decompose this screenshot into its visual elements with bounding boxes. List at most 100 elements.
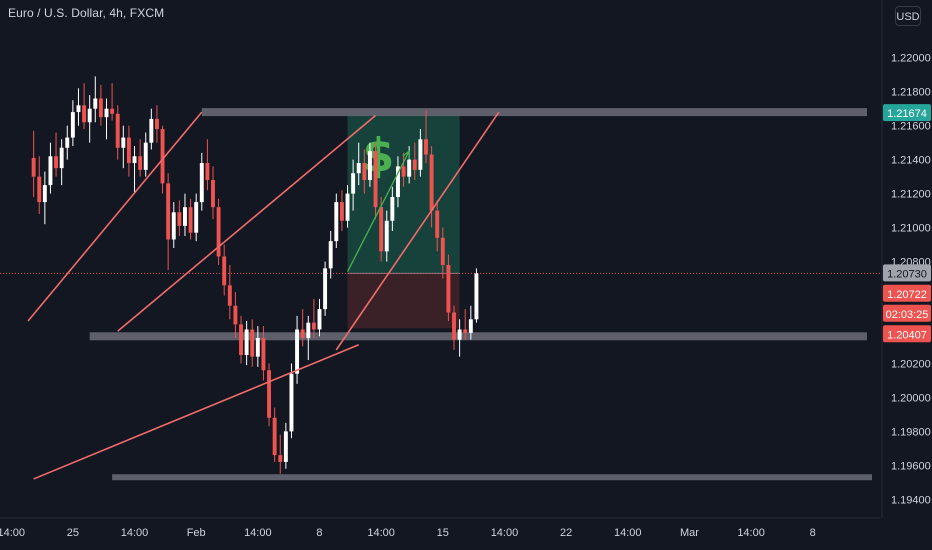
candle (199, 152, 204, 211)
horizontal-zone-lines[interactable] (0, 108, 880, 481)
candle-body (82, 105, 87, 123)
candle (115, 105, 120, 160)
price-tag (883, 104, 931, 122)
candle-body (54, 156, 59, 169)
candle (351, 159, 356, 211)
x-tick-label: 25 (67, 527, 79, 539)
candle (323, 261, 328, 316)
candle-body (440, 237, 445, 265)
price-axis[interactable]: 1.22000 1.21800 1.21600 1.21400 1.21200 1.210… (881, 0, 931, 518)
candle (76, 88, 81, 126)
candle-body (199, 163, 204, 203)
candle (440, 227, 445, 279)
trend-channel-lines[interactable] (27, 111, 500, 480)
candle-body (289, 373, 294, 432)
stop-zone (347, 273, 460, 329)
candle (126, 125, 131, 177)
candle (239, 315, 243, 364)
candle-body (261, 337, 266, 371)
candle-body (295, 329, 300, 374)
y-tick-label: 1.22000 (891, 53, 931, 65)
candle (171, 202, 176, 248)
candle-body (390, 197, 395, 221)
candle (149, 108, 154, 150)
candle-body (362, 163, 367, 181)
candle (222, 244, 227, 296)
candle (345, 185, 350, 228)
channel-middle-line (117, 114, 377, 332)
candle (138, 139, 143, 177)
candle (283, 422, 288, 469)
candle (98, 84, 103, 126)
candle-body (183, 207, 187, 226)
candle (362, 149, 367, 194)
time-axis[interactable]: 14:00 25 14:00 Feb 14:00 8 14:00 15 14:00 22 14:00… (0, 517, 880, 539)
currency-button[interactable]: USD (895, 6, 921, 26)
candle-body (401, 166, 406, 177)
price-tag-label: 1.21674 (887, 108, 927, 120)
candle-body (468, 319, 473, 333)
candle (82, 83, 87, 130)
candle-body (412, 159, 417, 170)
candle (250, 319, 255, 367)
candle-body (48, 156, 53, 186)
candle-body (379, 207, 384, 252)
arrow-shaft (346, 150, 410, 273)
candle (70, 100, 75, 147)
candle (435, 200, 440, 252)
symbol-title[interactable]: Euro / U.S. Dollar, 4h, FXCM (8, 6, 165, 20)
candle-body (233, 305, 238, 325)
long-position-zones[interactable]: $ (347, 113, 460, 329)
candle (424, 110, 428, 164)
candle-body (65, 137, 70, 148)
resistance-zone (201, 108, 867, 117)
candle-body (166, 183, 171, 240)
x-tick-label: 14:00 (244, 527, 272, 539)
candle (244, 320, 249, 366)
price-tag-label: 1.20730 (887, 268, 927, 280)
price-tag-label: 02:03:25 (886, 309, 929, 321)
candle (183, 193, 187, 237)
candle (93, 76, 98, 123)
candle-body (474, 273, 479, 320)
candle (463, 309, 468, 340)
candle-body (194, 202, 199, 233)
y-tick-label: 1.21200 (891, 189, 931, 201)
candle (412, 142, 417, 181)
candle-body (463, 329, 468, 333)
channel-lower-line (33, 344, 360, 480)
candle-body (345, 193, 350, 221)
channel-upper-line (27, 111, 203, 322)
candle-body (110, 108, 115, 114)
candle (295, 315, 300, 384)
price-tag (883, 264, 931, 282)
candle (31, 130, 36, 198)
candle (468, 305, 473, 340)
candle-body (126, 137, 131, 164)
candle (177, 200, 182, 237)
candle-body (435, 210, 440, 238)
candle-body (98, 98, 103, 118)
candle (166, 173, 171, 271)
candle-body (239, 324, 243, 355)
candle-body (334, 202, 339, 242)
candle-body (446, 264, 451, 313)
x-tick-label: 14:00 (614, 527, 642, 539)
candle-body (311, 322, 316, 330)
y-tick-label: 1.21000 (891, 223, 931, 235)
candle-body (42, 185, 47, 203)
candle-body (160, 129, 165, 184)
candle (396, 156, 400, 208)
candle-body (300, 329, 305, 338)
projection-arrow[interactable] (346, 149, 410, 273)
x-tick-label: 14:00 (0, 527, 25, 539)
x-tick-label: 14:00 (737, 527, 765, 539)
candle (261, 326, 266, 381)
x-tick-label: Mar (680, 527, 699, 539)
y-tick-label: 1.19800 (891, 426, 931, 438)
dollar-sign-icon: $ (362, 129, 394, 183)
candle-body (351, 173, 356, 194)
candle-body (104, 108, 109, 118)
candle (452, 305, 456, 350)
